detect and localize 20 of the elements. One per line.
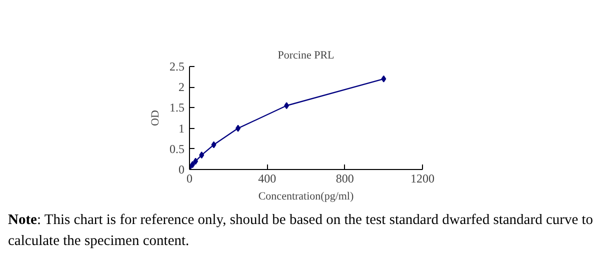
x-tick-label: 800 — [336, 172, 354, 186]
y-tick-label: 0 — [178, 162, 184, 176]
x-tick-label: 1200 — [410, 172, 434, 186]
x-tick-label: 400 — [258, 172, 276, 186]
y-tick-label: 2.5 — [170, 60, 184, 74]
y-tick-label: 1 — [178, 121, 184, 136]
point — [190, 161, 196, 168]
point — [381, 75, 386, 82]
x-axis-title: Concentration(pg/ml) — [258, 190, 354, 202]
y-tick-label: 0.5 — [170, 142, 184, 156]
point — [236, 124, 241, 132]
point — [199, 152, 204, 159]
text: Note: This chart is for reference only, should be based on the test standard dwarfed standard curve to calculate the specimen content. — [8, 211, 594, 252]
point — [193, 158, 198, 165]
y-tick-label: 2 — [178, 80, 184, 94]
chart-title: Porcine PRL — [278, 50, 335, 62]
point — [284, 102, 290, 110]
y-axis-title: OD — [150, 110, 162, 126]
point — [211, 141, 216, 148]
y-tick-label: 1.5 — [170, 100, 184, 115]
